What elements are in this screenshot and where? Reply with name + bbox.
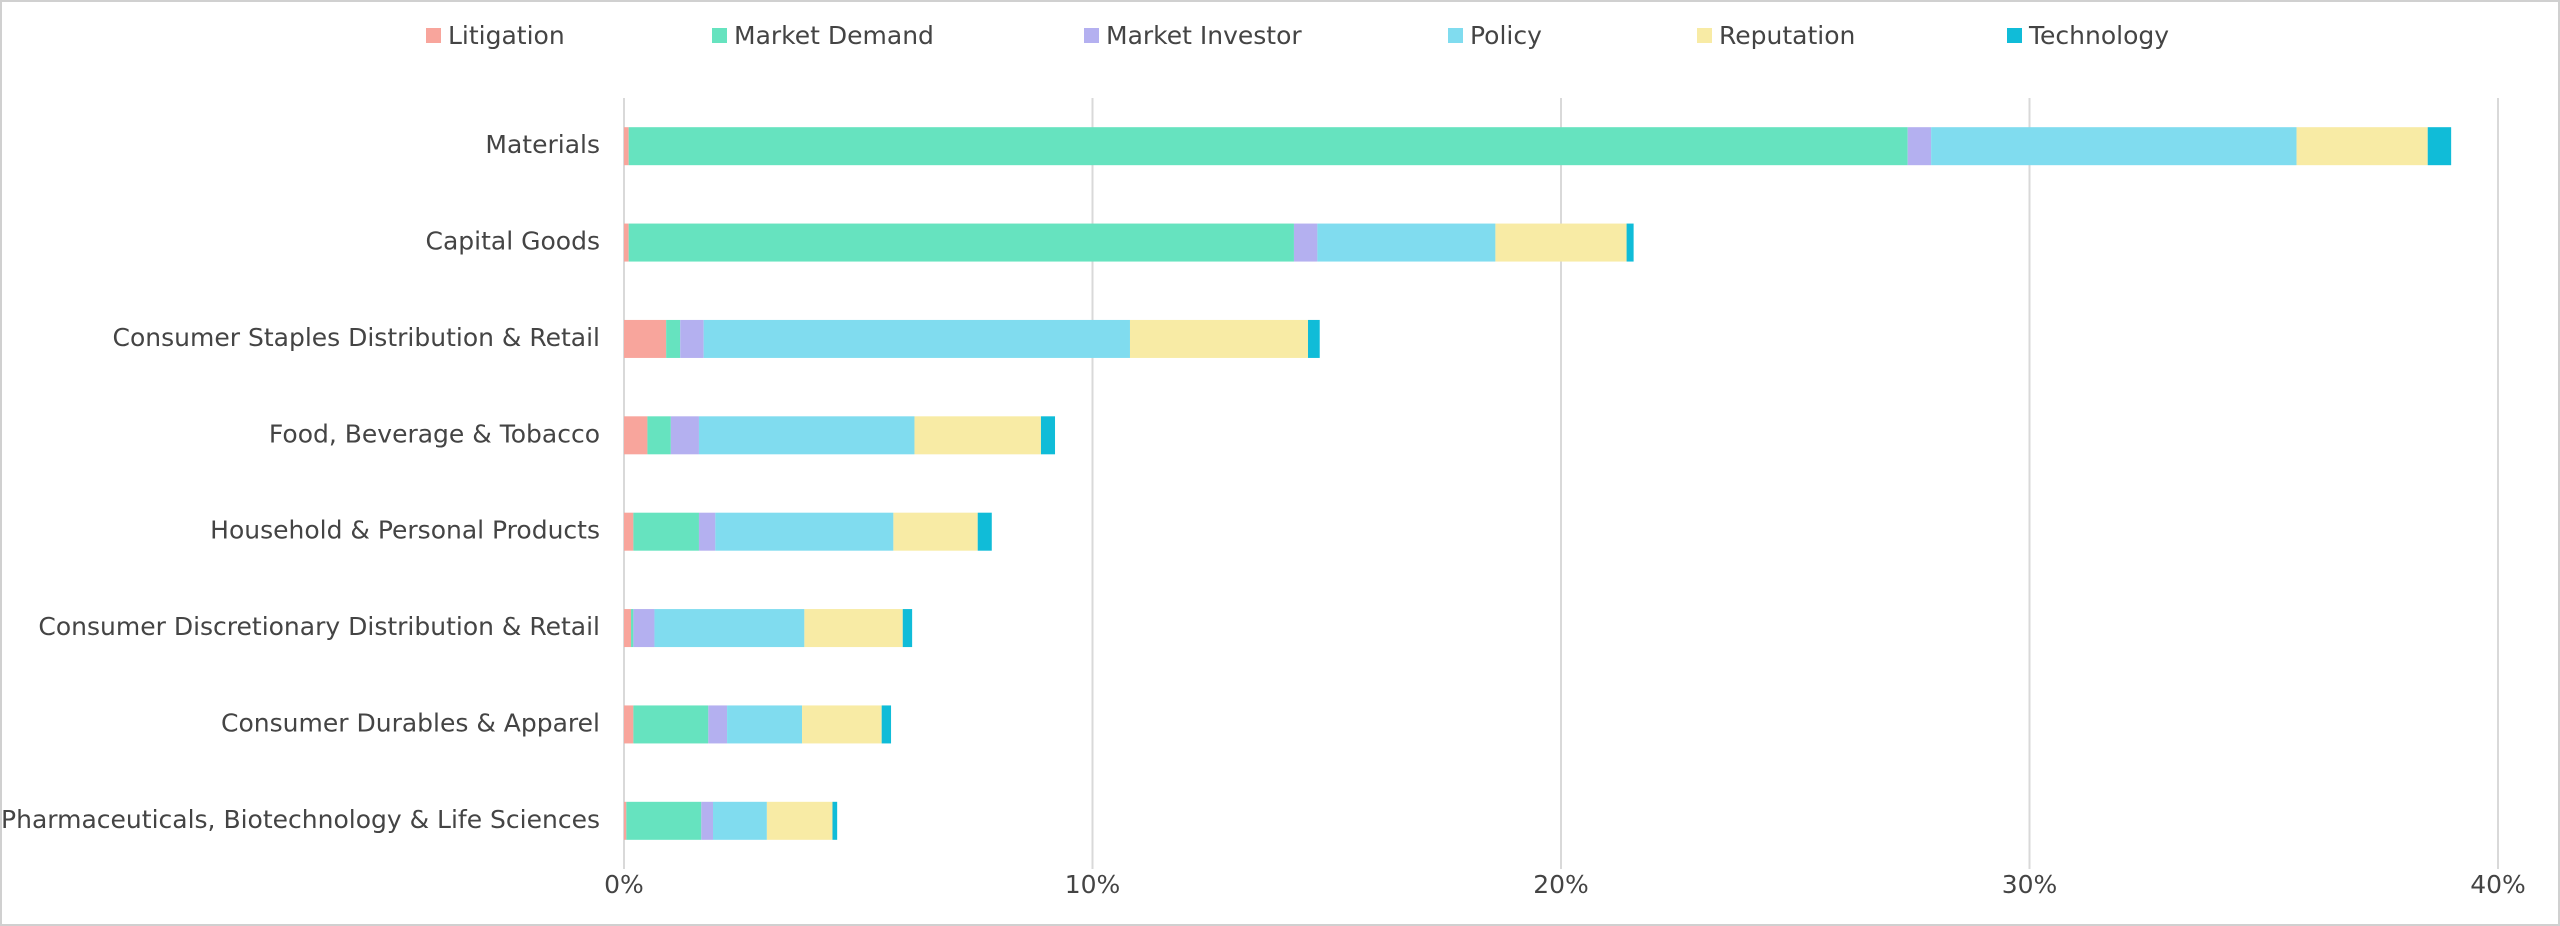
y-tick-label: Materials bbox=[485, 130, 600, 159]
bar-segment bbox=[624, 319, 667, 358]
bar-segment bbox=[633, 705, 709, 744]
bar-segment bbox=[977, 512, 992, 551]
bar-segment bbox=[626, 801, 702, 840]
x-tick-label: 40% bbox=[2470, 870, 2526, 899]
legend-label: Technology bbox=[2028, 21, 2169, 50]
bar-segment bbox=[624, 223, 629, 262]
bar-segment bbox=[715, 512, 894, 551]
bar-segment bbox=[713, 801, 767, 840]
bar-segment bbox=[1129, 319, 1309, 358]
legend-swatch bbox=[1697, 28, 1712, 43]
legend-label: Reputation bbox=[1719, 21, 1855, 50]
bar-segment bbox=[628, 127, 1908, 166]
bar-segment bbox=[832, 801, 838, 840]
y-tick-label: Consumer Durables & Apparel bbox=[221, 708, 600, 737]
x-tick-label: 20% bbox=[1533, 870, 1589, 899]
bar-segment bbox=[654, 609, 805, 648]
bar-segment bbox=[680, 319, 704, 358]
legend-label: Market Investor bbox=[1106, 21, 1302, 50]
bar-segment bbox=[647, 416, 671, 455]
bar-segment bbox=[804, 609, 903, 648]
bar-segment bbox=[1308, 319, 1320, 358]
y-tick-label: Pharmaceuticals, Biotechnology & Life Sc… bbox=[1, 805, 600, 834]
bar-segment bbox=[631, 609, 634, 648]
bar-segment bbox=[802, 705, 882, 744]
bar-segment bbox=[624, 609, 632, 648]
x-tick-label: 30% bbox=[2002, 870, 2058, 899]
bar-segment bbox=[2427, 127, 2452, 166]
x-tick-label: 0% bbox=[604, 870, 644, 899]
bar-segment bbox=[1495, 223, 1627, 262]
y-tick-label: Consumer Staples Distribution & Retail bbox=[113, 323, 600, 352]
bar-segment bbox=[628, 223, 1294, 262]
legend-swatch bbox=[1448, 28, 1463, 43]
y-tick-label: Household & Personal Products bbox=[210, 516, 600, 545]
bar-segment bbox=[881, 705, 892, 744]
bar-segment bbox=[624, 705, 634, 744]
bar-segment bbox=[1931, 127, 2297, 166]
bar-segment bbox=[1317, 223, 1496, 262]
legend-label: Market Demand bbox=[734, 21, 934, 50]
bar-segment bbox=[727, 705, 803, 744]
bar-segment bbox=[633, 609, 655, 648]
bar-segment bbox=[1907, 127, 1932, 166]
legend-label: Policy bbox=[1470, 21, 1542, 50]
y-tick-label: Food, Beverage & Tobacco bbox=[269, 419, 600, 448]
bar-segment bbox=[698, 512, 716, 551]
bar-segment bbox=[1626, 223, 1634, 262]
legend-swatch bbox=[426, 28, 441, 43]
y-tick-label: Capital Goods bbox=[426, 227, 600, 256]
bar-segment bbox=[624, 801, 627, 840]
bar-segment bbox=[2296, 127, 2428, 166]
bar-segment bbox=[624, 416, 648, 455]
bar-segment bbox=[893, 512, 978, 551]
legend-swatch bbox=[712, 28, 727, 43]
bar-segment bbox=[766, 801, 833, 840]
bar-segment bbox=[698, 416, 915, 455]
bar-segment bbox=[670, 416, 699, 455]
bar-segment bbox=[1040, 416, 1056, 455]
legend-swatch bbox=[2007, 28, 2022, 43]
bar-segment bbox=[624, 127, 629, 166]
x-tick-label: 10% bbox=[1065, 870, 1121, 899]
y-tick-label: Consumer Discretionary Distribution & Re… bbox=[38, 612, 600, 641]
bar-segment bbox=[666, 319, 681, 358]
bar-segment bbox=[914, 416, 1041, 455]
legend-swatch bbox=[1084, 28, 1099, 43]
bar-segment bbox=[624, 512, 634, 551]
bar-segment bbox=[633, 512, 699, 551]
bar-segment bbox=[703, 319, 1130, 358]
bar-segment bbox=[1293, 223, 1318, 262]
bar-segment bbox=[902, 609, 913, 648]
legend-label: Litigation bbox=[448, 21, 565, 50]
bar-segment bbox=[708, 705, 728, 744]
bar-segment bbox=[701, 801, 714, 840]
